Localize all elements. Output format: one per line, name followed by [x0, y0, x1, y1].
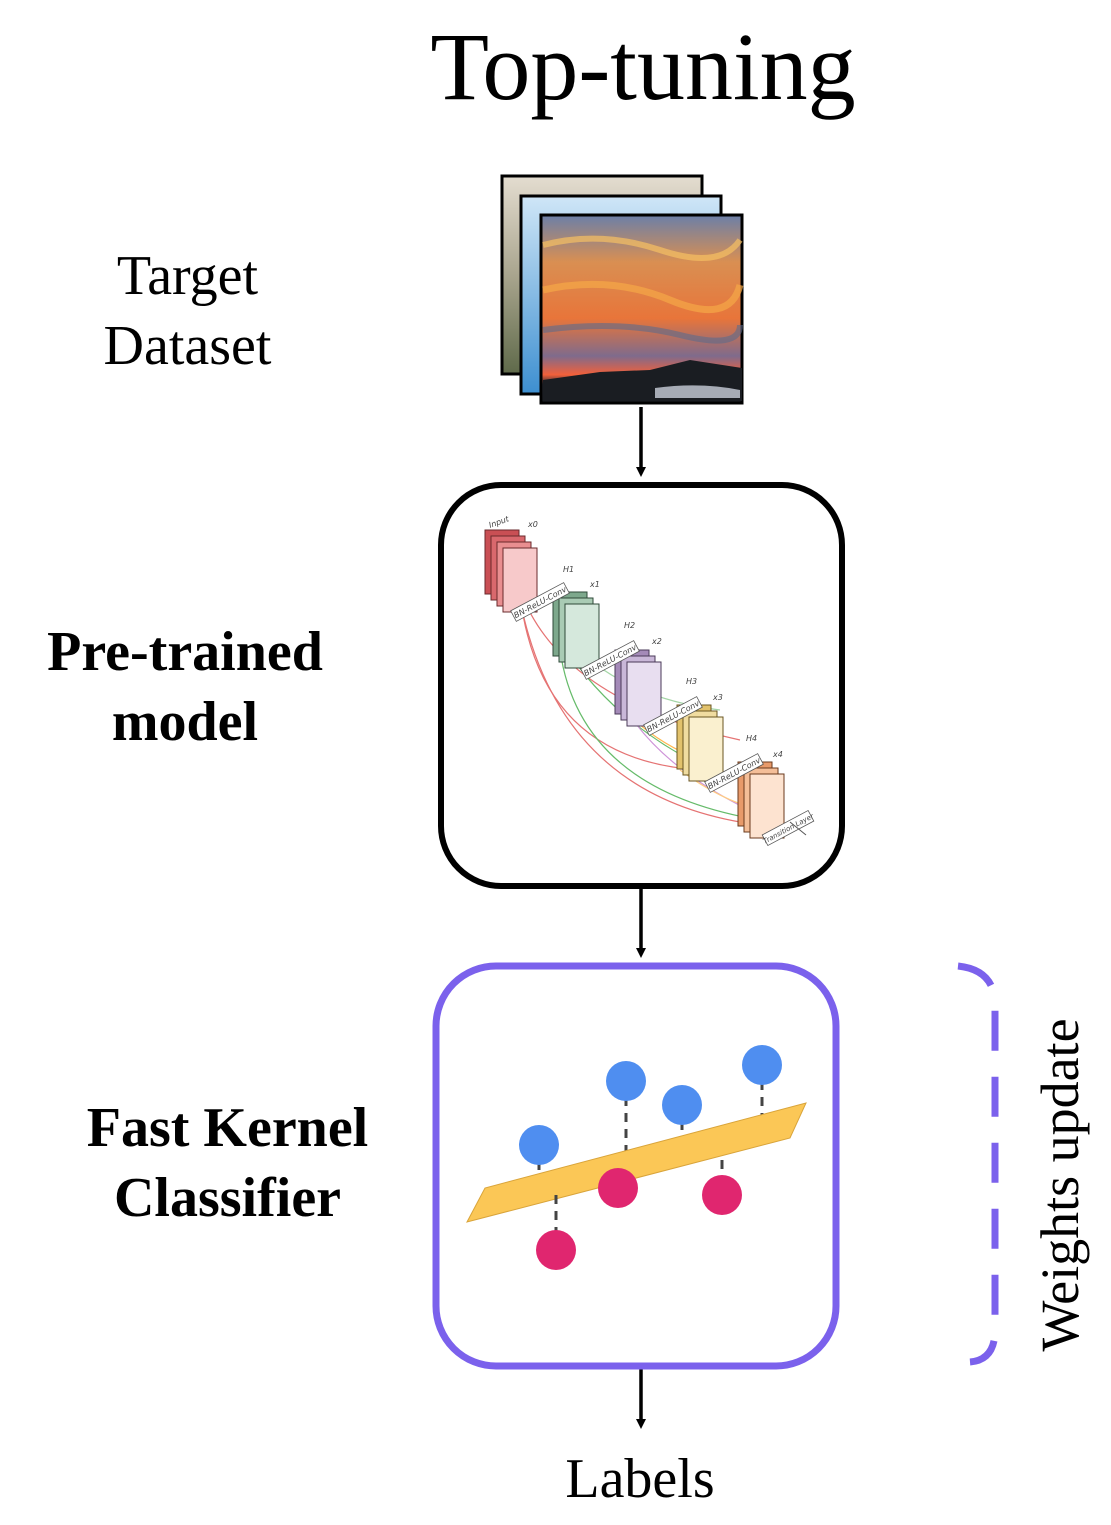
- h3-text: H3: [686, 677, 697, 686]
- feature-map-x2: [614, 649, 662, 727]
- feature-map-x1: [552, 591, 600, 669]
- pink-point: [702, 1175, 742, 1215]
- classifier-label: Fast Kernel Classifier: [45, 1093, 410, 1233]
- x0-text: x0: [527, 520, 538, 529]
- classifier-label-line2: Classifier: [113, 1167, 342, 1229]
- blue-point: [606, 1061, 646, 1101]
- block-box-4: [704, 753, 764, 793]
- x4-text: x4: [772, 750, 783, 759]
- pretrained-label-line2: model: [111, 691, 259, 753]
- h1-text: H1: [563, 565, 574, 574]
- pink-point: [598, 1168, 638, 1208]
- dataset-label-line2: Dataset: [103, 315, 272, 377]
- x2-text: x2: [651, 637, 662, 646]
- classifier-label-line1: Fast Kernel: [86, 1097, 369, 1159]
- kernel-classifier-illustration: [466, 1045, 807, 1270]
- labels-output: Labels: [565, 1448, 715, 1510]
- h2-text: H2: [624, 621, 635, 630]
- block-box-3: [643, 696, 703, 736]
- feature-map-x0: [484, 529, 538, 613]
- pretrained-label: Pre-trained model: [20, 617, 350, 757]
- x1-text: x1: [589, 580, 600, 589]
- blue-point: [742, 1045, 782, 1085]
- blue-point: [519, 1125, 559, 1165]
- hyperplane: [466, 1102, 807, 1223]
- transition-box: [761, 809, 815, 847]
- transition-arrow: [789, 821, 807, 836]
- h4-text: H4: [746, 734, 757, 743]
- pretrained-label-line1: Pre-trained: [47, 621, 323, 683]
- pink-point: [536, 1230, 576, 1270]
- weights-update-bracket: [957, 962, 999, 1366]
- blue-point: [662, 1085, 702, 1125]
- dataset-label: Target Dataset: [75, 241, 300, 381]
- dataset-label-line1: Target: [116, 245, 259, 307]
- x3-text: x3: [712, 693, 723, 702]
- dataset-image-stack: [500, 174, 744, 405]
- block-box-2: [580, 640, 640, 680]
- block-box-1: [510, 582, 570, 622]
- diagram-title: Top-tuning: [430, 13, 856, 120]
